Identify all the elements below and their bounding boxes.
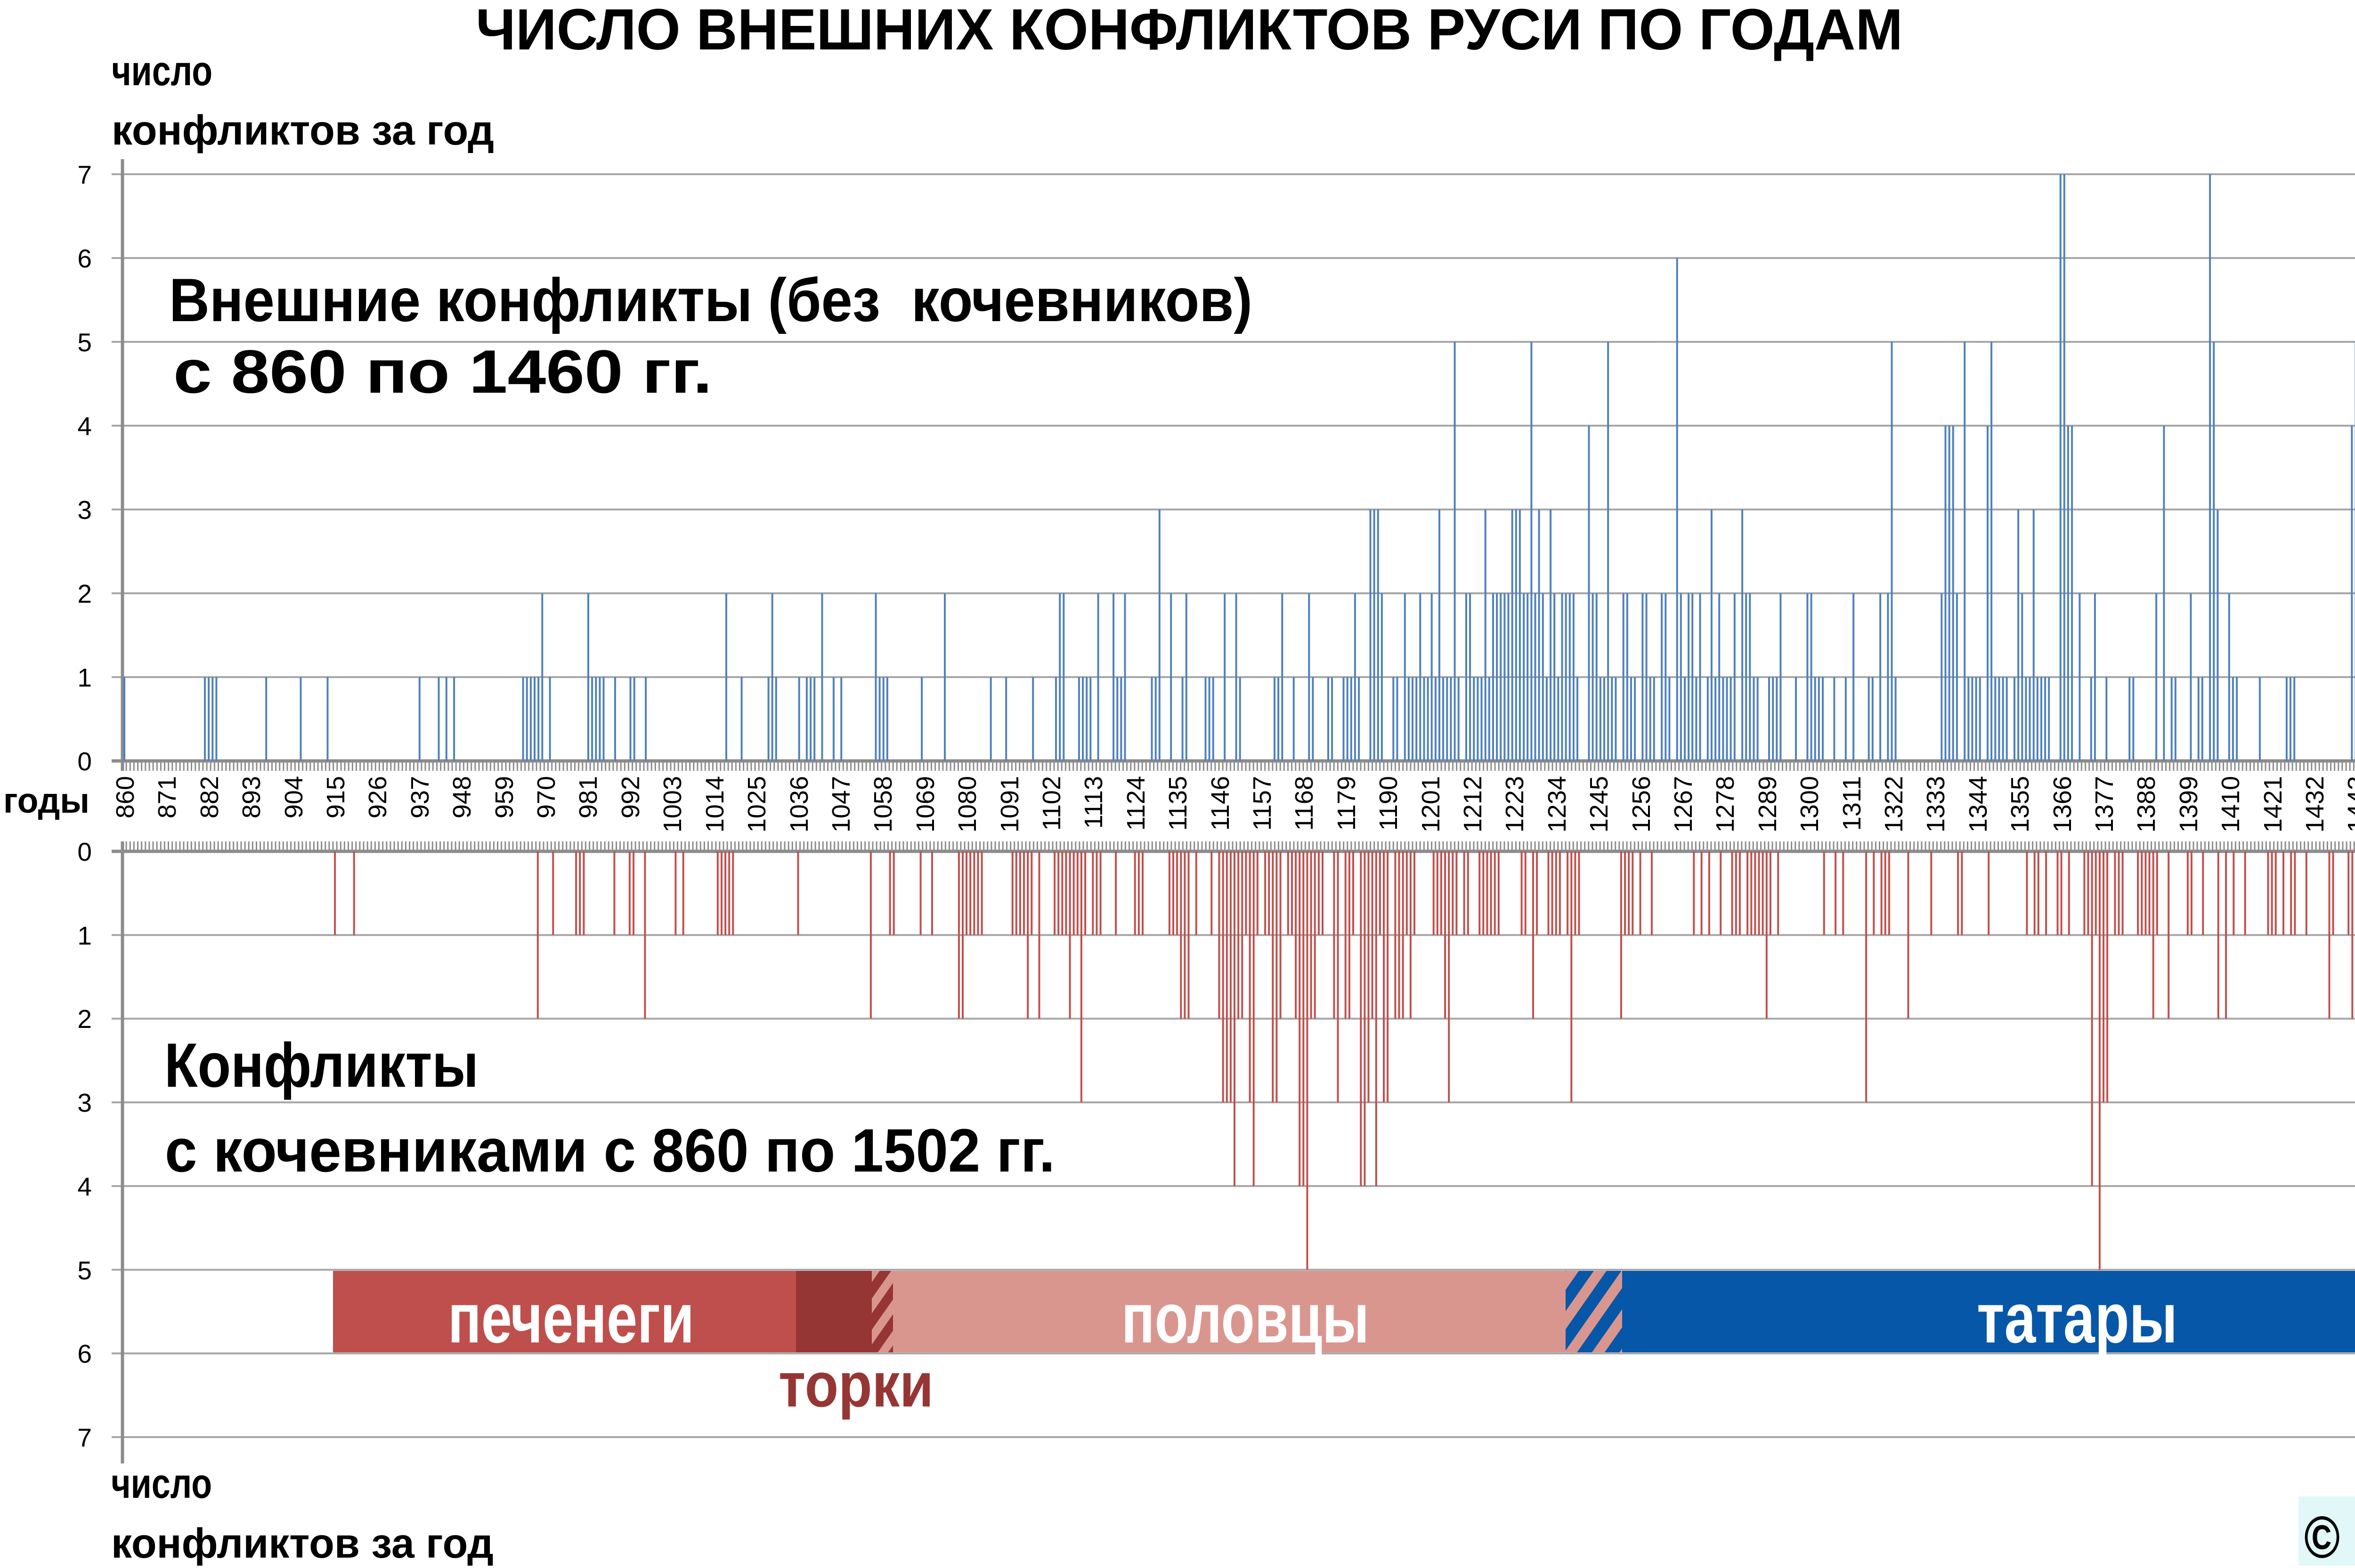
svg-text:4: 4 xyxy=(77,412,92,441)
svg-text:1267: 1267 xyxy=(1669,776,1697,832)
svg-text:ЧИСЛО ВНЕШНИХ КОНФЛИКТОВ РУСИ: ЧИСЛО ВНЕШНИХ КОНФЛИКТОВ РУСИ ПО ГОДАМ xyxy=(476,0,1903,62)
svg-text:1388: 1388 xyxy=(2132,776,2160,832)
svg-text:937: 937 xyxy=(406,776,434,818)
svg-text:с 860 по 1460 гг.: с 860 по 1460 гг. xyxy=(173,337,712,406)
svg-text:915: 915 xyxy=(322,776,350,818)
svg-text:1135: 1135 xyxy=(1164,776,1192,831)
svg-text:6: 6 xyxy=(77,1339,92,1368)
svg-text:1256: 1256 xyxy=(1627,776,1656,832)
svg-text:860: 860 xyxy=(111,776,139,818)
svg-text:1058: 1058 xyxy=(869,776,897,832)
svg-text:0: 0 xyxy=(77,747,92,776)
svg-text:Конфликты: Конфликты xyxy=(164,1031,479,1100)
svg-text:1201: 1201 xyxy=(1417,776,1445,832)
svg-text:959: 959 xyxy=(490,776,519,818)
svg-text:1025: 1025 xyxy=(743,776,771,832)
svg-text:1: 1 xyxy=(77,663,92,692)
svg-text:1047: 1047 xyxy=(827,776,855,832)
svg-text:число: число xyxy=(112,47,212,94)
svg-text:число: число xyxy=(111,1460,212,1507)
svg-text:2: 2 xyxy=(77,579,92,608)
svg-text:1421: 1421 xyxy=(2259,776,2287,832)
svg-text:1300: 1300 xyxy=(1795,776,1824,832)
svg-text:1399: 1399 xyxy=(2175,776,2203,832)
svg-text:1146: 1146 xyxy=(1206,776,1234,831)
svg-text:торки: торки xyxy=(779,1350,934,1420)
svg-text:871: 871 xyxy=(153,776,181,818)
svg-text:печенеги: печенеги xyxy=(448,1278,694,1358)
svg-text:1014: 1014 xyxy=(701,776,729,832)
svg-text:1036: 1036 xyxy=(785,776,813,832)
svg-text:конфликтов за год: конфликтов за год xyxy=(111,1520,494,1566)
svg-text:3: 3 xyxy=(77,1088,92,1117)
svg-text:1377: 1377 xyxy=(2090,776,2119,832)
svg-text:половцы: половцы xyxy=(1121,1278,1369,1358)
svg-text:1432: 1432 xyxy=(2301,776,2329,832)
svg-text:926: 926 xyxy=(364,776,392,818)
svg-text:годы: годы xyxy=(3,781,89,820)
svg-text:1410: 1410 xyxy=(2217,776,2245,832)
svg-text:5: 5 xyxy=(77,328,92,357)
svg-text:1124: 1124 xyxy=(1122,776,1150,831)
svg-text:1179: 1179 xyxy=(1332,776,1361,831)
svg-text:0: 0 xyxy=(77,837,92,866)
svg-text:1322: 1322 xyxy=(1880,776,1908,832)
svg-text:1234: 1234 xyxy=(1543,776,1571,832)
svg-text:татары: татары xyxy=(1977,1278,2177,1358)
svg-text:992: 992 xyxy=(617,776,645,818)
svg-text:1443: 1443 xyxy=(2343,776,2355,832)
svg-text:1223: 1223 xyxy=(1501,776,1529,832)
svg-text:конфликтов за год: конфликтов за год xyxy=(112,106,494,154)
svg-text:4: 4 xyxy=(77,1172,92,1201)
svg-text:893: 893 xyxy=(237,776,266,818)
svg-text:1366: 1366 xyxy=(2048,776,2077,832)
svg-text:1: 1 xyxy=(77,921,92,950)
svg-text:1080: 1080 xyxy=(953,776,982,832)
svg-text:1003: 1003 xyxy=(658,776,687,832)
svg-text:7: 7 xyxy=(77,160,92,189)
svg-text:1157: 1157 xyxy=(1248,776,1276,831)
svg-text:1278: 1278 xyxy=(1711,776,1739,832)
svg-text:с кочевниками с 860 по 1502 гг: с кочевниками с 860 по 1502 гг. xyxy=(165,1116,1055,1185)
svg-text:1245: 1245 xyxy=(1585,776,1613,832)
svg-text:970: 970 xyxy=(532,776,560,818)
svg-text:1311: 1311 xyxy=(1838,776,1866,831)
svg-text:904: 904 xyxy=(280,776,308,818)
svg-text:© Руниверс: © Руниверс xyxy=(2304,1504,2355,1566)
svg-text:7: 7 xyxy=(77,1423,92,1452)
svg-text:882: 882 xyxy=(195,776,224,818)
svg-text:1168: 1168 xyxy=(1290,776,1318,831)
svg-text:1113: 1113 xyxy=(1080,776,1108,829)
svg-text:1190: 1190 xyxy=(1374,776,1403,831)
svg-text:3: 3 xyxy=(77,495,92,525)
svg-text:1102: 1102 xyxy=(1038,776,1066,831)
svg-text:1069: 1069 xyxy=(911,776,940,832)
svg-text:1344: 1344 xyxy=(1964,776,1992,832)
svg-text:5: 5 xyxy=(77,1256,92,1285)
svg-text:1212: 1212 xyxy=(1459,776,1487,832)
svg-text:1333: 1333 xyxy=(1922,776,1950,832)
svg-text:2: 2 xyxy=(77,1004,92,1034)
svg-text:948: 948 xyxy=(448,776,476,818)
svg-text:6: 6 xyxy=(77,244,92,273)
svg-text:1355: 1355 xyxy=(2006,776,2034,832)
svg-text:1289: 1289 xyxy=(1754,776,1782,832)
svg-text:1091: 1091 xyxy=(996,776,1024,832)
svg-text:Внешние конфликты (без кочевн: Внешние конфликты (без кочевников) xyxy=(169,266,1252,334)
svg-text:981: 981 xyxy=(574,776,602,818)
